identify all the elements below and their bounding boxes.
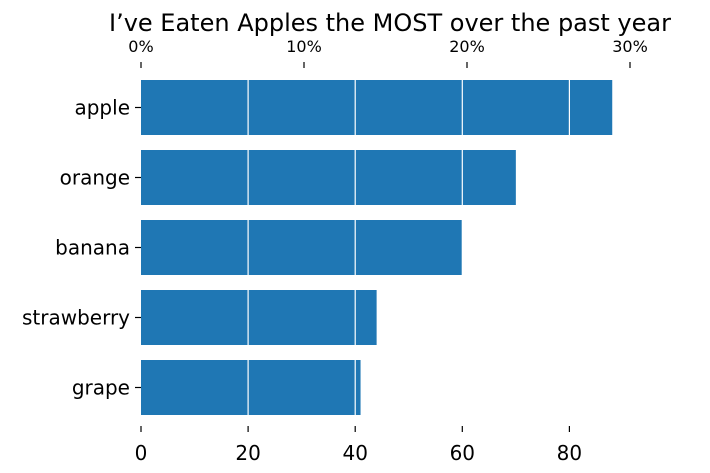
category-label-strawberry: strawberry [22, 306, 130, 330]
bars-layer [141, 80, 613, 415]
top-tick-label-20: 20% [449, 37, 485, 56]
bar-apple [141, 80, 613, 135]
bar-strawberry [141, 290, 377, 345]
bar-orange [141, 150, 516, 205]
bottom-tick-label-20: 20 [235, 441, 260, 465]
category-label-apple: apple [74, 96, 130, 120]
bottom-tick-label-0: 0 [135, 441, 148, 465]
y-axis-categories: apple orange banana strawberry grape [22, 96, 141, 400]
top-tick-label-10: 10% [286, 37, 322, 56]
x-axis-bottom: 0 20 40 60 80 [135, 426, 582, 465]
bottom-tick-label-80: 80 [557, 441, 582, 465]
x-axis-top: 0% 10% 20% 30% [128, 37, 648, 68]
grid-layer [247, 72, 571, 418]
top-tick-label-30: 30% [612, 37, 648, 56]
bar-banana [141, 220, 463, 275]
category-label-orange: orange [60, 166, 130, 190]
top-tick-label-0: 0% [128, 37, 153, 56]
bar-grape [141, 360, 361, 415]
category-label-grape: grape [72, 376, 130, 400]
bottom-tick-label-60: 60 [450, 441, 475, 465]
chart-title: I’ve Eaten Apples the MOST over the past… [109, 9, 671, 37]
bottom-tick-label-40: 40 [342, 441, 367, 465]
category-label-banana: banana [55, 236, 130, 260]
